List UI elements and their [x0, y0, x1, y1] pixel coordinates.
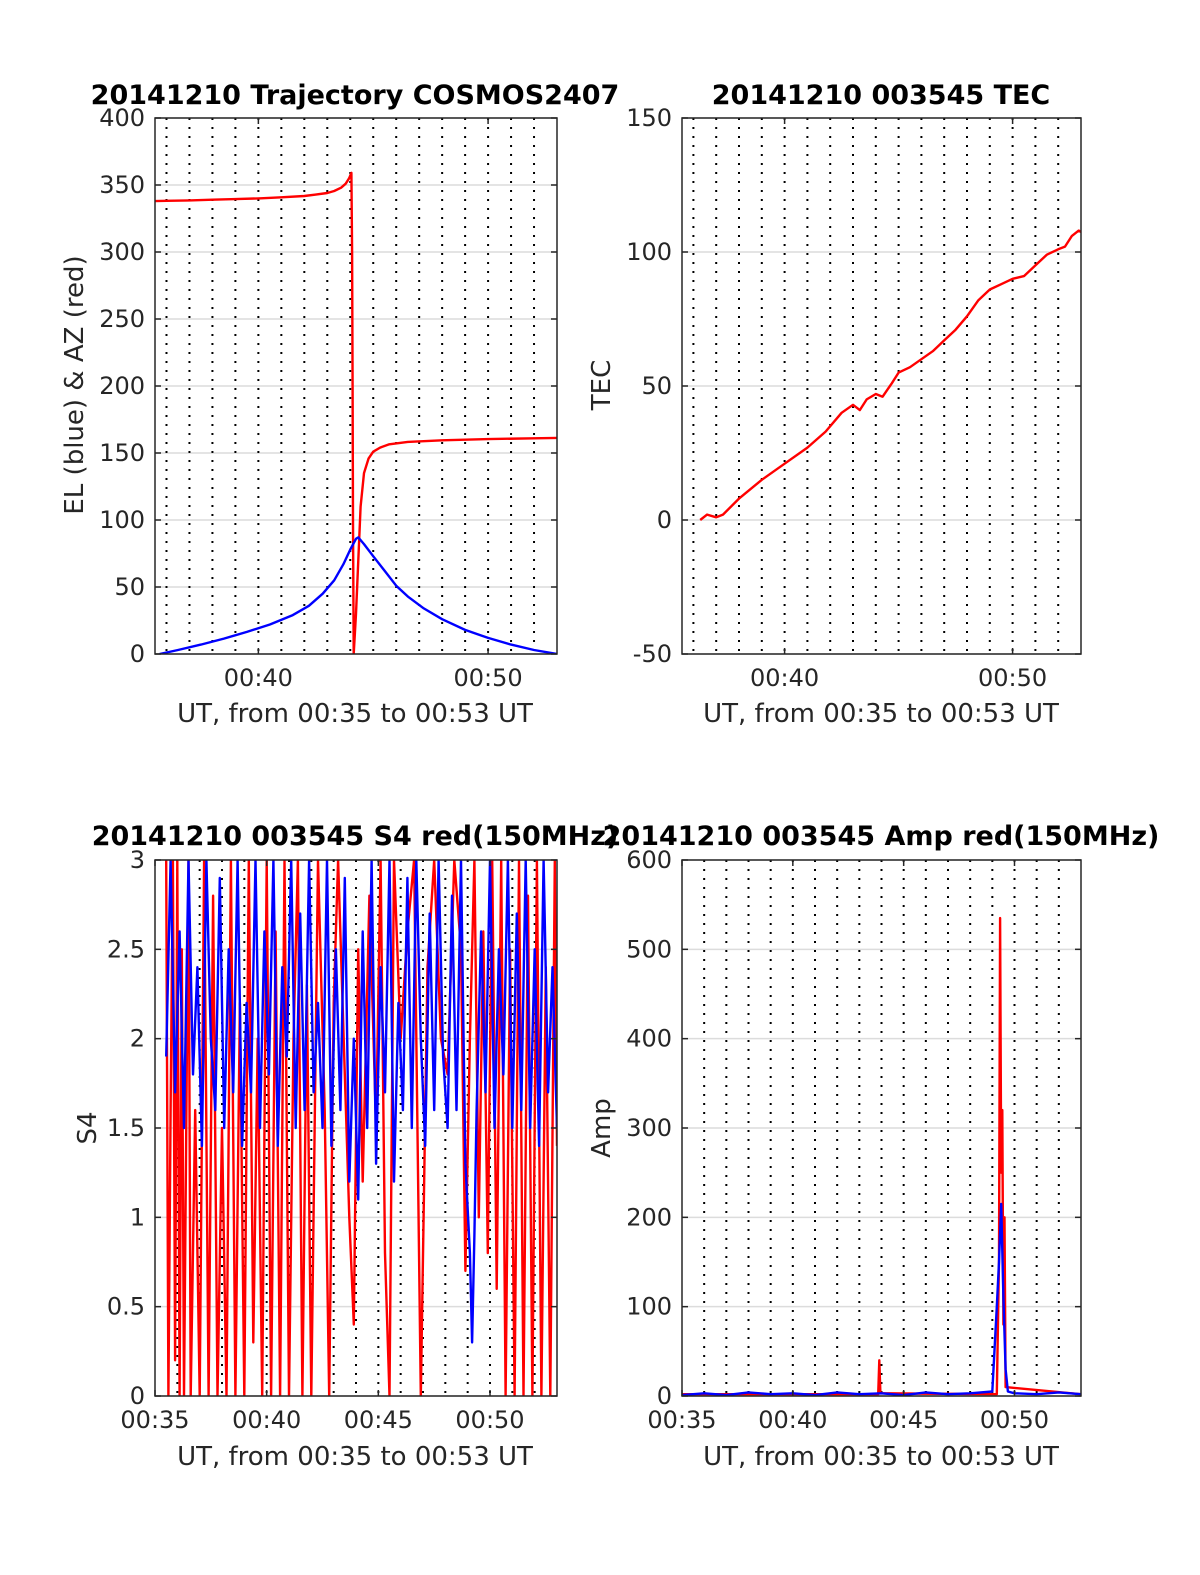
y-tick-label: 1	[130, 1203, 145, 1231]
x-tick-label: 00:35	[120, 1406, 189, 1434]
series-line-trajectory-0	[155, 171, 557, 654]
y-tick-label: 100	[99, 506, 145, 534]
plot-area-s4: 0 0.5 1 1.5 2 2.5 3 00:35 00:40 00:45 00:50	[107, 846, 558, 1434]
y-tick-label: 0.5	[107, 1293, 145, 1321]
series-line-trajectory-1	[159, 536, 557, 654]
x-tick-label: 00:50	[453, 664, 522, 692]
panel-trajectory-ylabel: EL (blue) & AZ (red)	[60, 255, 90, 514]
panel-s4: 20141210 003545 S4 red(150MHz) UT, from …	[73, 821, 618, 1472]
series-line-s4-1	[165, 860, 557, 1344]
y-tick-label: 100	[626, 238, 672, 266]
y-tick-label: 2	[130, 1025, 145, 1053]
panel-amp: 20141210 003545 Amp red(150MHz) UT, from…	[587, 821, 1159, 1472]
y-tick-label: 3	[130, 846, 145, 874]
y-tick-label: 50	[641, 372, 672, 400]
y-tick-label: 500	[626, 935, 672, 963]
panel-trajectory: 20141210 Trajectory COSMOS2407 UT, from …	[60, 80, 619, 729]
panel-tec: 20141210 003545 TEC UT, from 00:35 to 00…	[587, 80, 1059, 729]
x-tick-label: 00:40	[224, 664, 293, 692]
x-tick-label: 00:45	[869, 1406, 938, 1434]
y-tick-label: 0	[130, 640, 145, 668]
y-tick-label: 400	[99, 104, 145, 132]
y-tick-label: 300	[626, 1114, 672, 1142]
y-tick-label: 150	[626, 104, 672, 132]
y-tick-label: 150	[99, 439, 145, 467]
panel-s4-ylabel: S4	[73, 1111, 103, 1144]
panel-tec-title: 20141210 003545 TEC	[712, 80, 1051, 111]
panel-tec-xlabel: UT, from 00:35 to 00:53 UT	[703, 699, 1059, 729]
y-tick-label: 600	[626, 846, 672, 874]
y-tick-label: 100	[626, 1293, 672, 1321]
y-tick-label: 300	[99, 238, 145, 266]
y-tick-label: -50	[633, 640, 672, 668]
panel-tec-ylabel: TEC	[587, 360, 617, 411]
y-tick-label: 250	[99, 305, 145, 333]
panel-amp-xlabel: UT, from 00:35 to 00:53 UT	[703, 1442, 1059, 1472]
x-tick-label: 00:50	[980, 1406, 1049, 1434]
y-tick-label: 400	[626, 1025, 672, 1053]
series-line-amp-1	[682, 1202, 1081, 1396]
panel-s4-xlabel: UT, from 00:35 to 00:53 UT	[177, 1442, 533, 1472]
plot-area-trajectory: 0 50 100 150 200 250 300 350 400 00:40 00:50	[99, 104, 558, 692]
panel-s4-title: 20141210 003545 S4 red(150MHz)	[92, 821, 619, 852]
panel-amp-title: 20141210 003545 Amp red(150MHz)	[603, 821, 1160, 852]
panel-amp-ylabel: Amp	[587, 1098, 617, 1158]
plot-area-tec: -50 0 50 100 150 00:40 00:50	[626, 104, 1082, 692]
y-tick-label: 350	[99, 171, 145, 199]
y-tick-label: 2.5	[107, 935, 145, 963]
y-tick-label: 200	[99, 372, 145, 400]
y-tick-label: 0	[130, 1382, 145, 1410]
series-line-tec-0	[699, 229, 1081, 521]
plot-area-amp: 0 100 200 300 400 500 600 00:35 00:40 00:45 00:50	[626, 846, 1082, 1434]
x-tick-label: 00:40	[750, 664, 819, 692]
x-tick-label: 00:50	[455, 1406, 524, 1434]
x-tick-label: 00:40	[232, 1406, 301, 1434]
panel-trajectory-xlabel: UT, from 00:35 to 00:53 UT	[177, 699, 533, 729]
y-tick-label: 200	[626, 1203, 672, 1231]
x-tick-label: 00:45	[344, 1406, 413, 1434]
x-tick-label: 00:35	[647, 1406, 716, 1434]
y-tick-label: 0	[657, 506, 672, 534]
x-tick-label: 00:50	[978, 664, 1047, 692]
series-line-amp-0	[682, 916, 1081, 1396]
panel-trajectory-title: 20141210 Trajectory COSMOS2407	[91, 80, 620, 111]
series-line-s4-0	[165, 860, 557, 1396]
y-tick-label: 1.5	[107, 1114, 145, 1142]
y-tick-label: 0	[657, 1382, 672, 1410]
y-tick-label: 50	[114, 573, 145, 601]
x-tick-label: 00:40	[758, 1406, 827, 1434]
